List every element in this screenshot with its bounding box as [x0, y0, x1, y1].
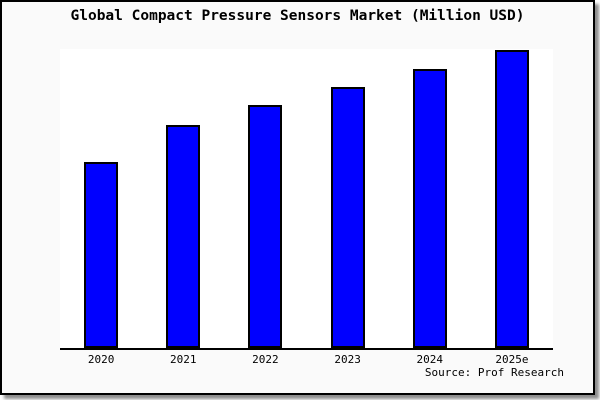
bar-2022 [248, 105, 283, 348]
bar-2023 [330, 87, 365, 348]
bar-2024 [412, 69, 447, 348]
bar-group [60, 49, 553, 348]
chart-title: Global Compact Pressure Sensors Market (… [70, 8, 525, 24]
bar-slot-2020 [60, 49, 142, 348]
x-axis-labels: 2020 2021 2022 2023 2024 2025e [60, 353, 553, 366]
x-tick-label-2022: 2022 [252, 353, 279, 366]
bar-slot-2021 [142, 49, 224, 348]
x-tick-label-2020: 2020 [87, 353, 115, 366]
bar-2020 [84, 162, 119, 348]
chart-frame: Global Compact Pressure Sensors Market (… [0, 0, 595, 395]
bar-slot-2024 [389, 49, 471, 348]
x-tick-label-2025e: 2025e [495, 353, 529, 366]
x-tick-label-2023: 2023 [334, 353, 361, 366]
bar-slot-2022 [224, 49, 306, 348]
bar-2021 [166, 125, 201, 348]
plot-area [60, 49, 553, 350]
bar-2025e [494, 50, 529, 348]
x-tick-label-2024: 2024 [416, 353, 444, 366]
bar-slot-2025e [471, 49, 553, 348]
x-tick-label-2021: 2021 [170, 353, 197, 366]
source-credit: Source: Prof Research [424, 366, 564, 379]
bar-slot-2023 [307, 49, 389, 348]
